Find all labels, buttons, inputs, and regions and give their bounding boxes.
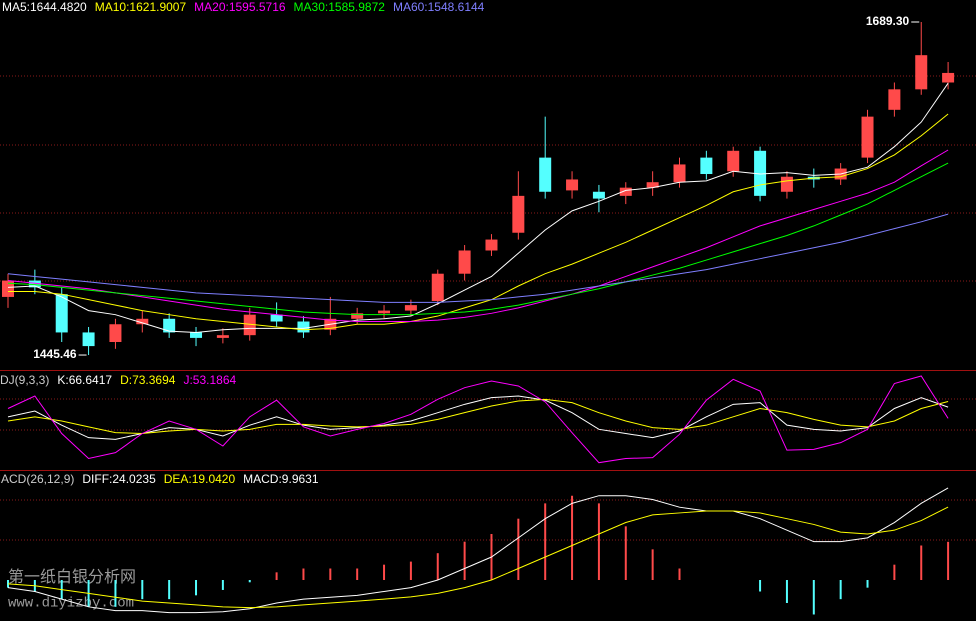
candle-body	[109, 324, 122, 343]
candle-body	[28, 280, 41, 288]
watermark: www.diyizby.com	[8, 596, 134, 612]
candle-body	[243, 314, 256, 336]
indicator-line	[7, 82, 949, 333]
watermark: 第一纸白银分析网	[8, 568, 136, 586]
indicator-label: J:53.1864	[183, 373, 236, 387]
indicator-label: DIFF:24.0235	[82, 472, 156, 486]
indicator-line	[7, 395, 949, 440]
indicator-label: MA60:1548.6144	[393, 0, 485, 14]
indicator-line	[7, 487, 949, 614]
candle-body	[458, 250, 471, 274]
candle-body	[646, 182, 659, 188]
candle-body	[888, 89, 901, 110]
candle-body	[619, 187, 632, 196]
candle-body	[163, 318, 176, 333]
candle-body	[485, 239, 498, 251]
candle-body	[566, 179, 579, 191]
indicator-label: DEA:19.0420	[164, 472, 236, 486]
indicator-label: K:66.6417	[57, 373, 112, 387]
candle-body	[592, 191, 605, 199]
candle-body	[780, 176, 793, 192]
indicator-label: MA30:1585.9872	[294, 0, 386, 14]
candle-body	[673, 164, 686, 183]
candle-body	[297, 321, 310, 333]
candle-body	[539, 157, 552, 192]
price-annotation: 1689.30	[866, 14, 910, 28]
indicator-line	[7, 398, 949, 435]
candle-body	[190, 332, 203, 338]
indicator-line	[7, 162, 949, 316]
indicator-line	[7, 375, 949, 464]
candle-body	[700, 157, 713, 175]
indicator-line	[7, 213, 949, 303]
candle-body	[915, 55, 928, 90]
candle-body	[942, 72, 955, 83]
candle-body	[404, 305, 417, 311]
indicator-label: KDJ(9,3,3)	[0, 373, 49, 387]
indicator-line	[8, 113, 949, 331]
indicator-label: MA20:1595.5716	[194, 0, 286, 14]
candle-body	[861, 116, 874, 158]
candle-body	[55, 294, 68, 333]
candle-body	[431, 273, 444, 302]
indicator-label: D:73.3694	[120, 373, 176, 387]
candle-body	[270, 314, 283, 322]
indicator-label: MACD:9.9631	[243, 472, 319, 486]
candle-body	[82, 332, 95, 347]
price-annotation: 1445.46	[33, 347, 77, 361]
candle-body	[351, 313, 364, 319]
candle-body	[512, 195, 525, 233]
indicator-label: MACD(26,12,9)	[0, 472, 74, 486]
indicator-label: MA5:1644.4820	[2, 0, 87, 14]
indicator-label: MA10:1621.9007	[95, 0, 187, 14]
indicator-line	[7, 506, 949, 609]
indicator-line	[7, 149, 949, 323]
candle-body	[216, 335, 229, 338]
candle-body	[2, 280, 14, 297]
candle-body	[727, 150, 740, 172]
candle-body	[136, 318, 149, 325]
candle-body	[378, 310, 391, 314]
